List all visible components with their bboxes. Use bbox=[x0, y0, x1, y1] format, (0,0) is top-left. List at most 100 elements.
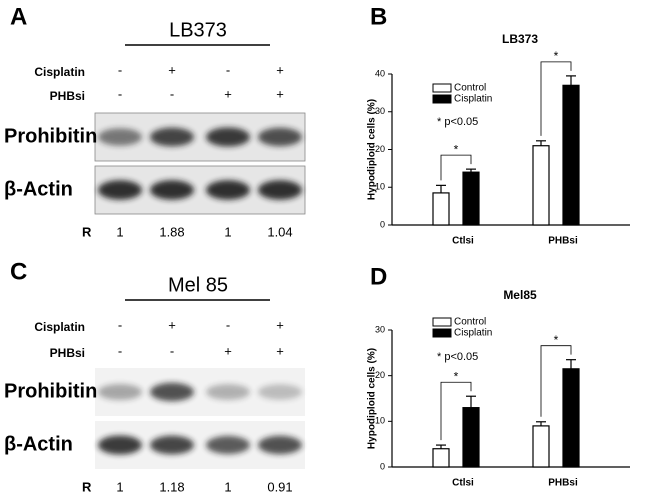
band bbox=[258, 180, 302, 200]
cell-line: LB373 bbox=[169, 19, 227, 41]
treatment-mark: - bbox=[118, 343, 122, 358]
y-tick-label: 30 bbox=[375, 106, 385, 116]
y-tick-label: 20 bbox=[375, 370, 385, 380]
band bbox=[258, 384, 302, 400]
bar bbox=[432, 192, 450, 226]
treatment-mark: - bbox=[170, 343, 174, 358]
y-tick-label: 0 bbox=[380, 219, 385, 229]
cell-line: Mel 85 bbox=[168, 274, 228, 296]
band bbox=[98, 435, 142, 455]
y-tick-label: 30 bbox=[375, 324, 385, 334]
panel-letter: C bbox=[10, 258, 27, 285]
legend-swatch bbox=[432, 317, 452, 327]
bar bbox=[562, 84, 580, 226]
ratio-value: 1 bbox=[224, 224, 231, 239]
band bbox=[150, 382, 194, 402]
band bbox=[98, 180, 142, 200]
ratio-label: R bbox=[82, 224, 92, 239]
ratio-value: 1.88 bbox=[159, 224, 184, 239]
legend-swatch bbox=[432, 94, 452, 104]
significance-bracket bbox=[540, 345, 572, 417]
band bbox=[206, 435, 250, 455]
treatment-mark: + bbox=[276, 317, 284, 332]
ratio-value: 1.04 bbox=[267, 224, 292, 239]
treatment-mark: + bbox=[224, 86, 232, 101]
bar bbox=[532, 145, 550, 226]
significance-bracket bbox=[540, 61, 572, 136]
y-tick-label: 0 bbox=[380, 461, 385, 471]
y-tick-label: 20 bbox=[375, 144, 385, 154]
band bbox=[206, 127, 250, 147]
treatment-mark: + bbox=[168, 317, 176, 332]
treatment-mark: + bbox=[276, 62, 284, 77]
significance-mark: * bbox=[554, 333, 559, 347]
panel-letter: D bbox=[370, 263, 387, 290]
legend-swatch bbox=[432, 83, 452, 93]
ratio-value: 1 bbox=[116, 479, 123, 494]
band bbox=[150, 435, 194, 455]
band bbox=[206, 384, 250, 400]
chart-title: Mel85 bbox=[503, 288, 537, 302]
legend-label: Cisplatin bbox=[454, 328, 492, 339]
treatment-mark: - bbox=[118, 62, 122, 77]
band bbox=[98, 128, 142, 146]
bar bbox=[532, 425, 550, 468]
ratio-value: 1 bbox=[116, 224, 123, 239]
treatment-mark: - bbox=[226, 317, 230, 332]
legend-label: Control bbox=[454, 83, 486, 94]
band-label: Prohibitin bbox=[4, 125, 97, 147]
treatment-mark: - bbox=[118, 317, 122, 332]
band bbox=[98, 383, 142, 401]
x-tick-label: PHBsi bbox=[548, 478, 578, 489]
legend-swatch bbox=[432, 328, 452, 338]
bar bbox=[562, 368, 580, 468]
legend-label: Cisplatin bbox=[454, 94, 492, 105]
legend-label: Control bbox=[454, 317, 486, 328]
band-label: Prohibitin bbox=[4, 380, 97, 402]
treatment-mark: + bbox=[276, 343, 284, 358]
band-label: β-Actin bbox=[4, 178, 73, 200]
y-axis-label: Hypodiploid cells (%) bbox=[367, 99, 378, 200]
treatment-mark: - bbox=[226, 62, 230, 77]
band bbox=[150, 180, 194, 200]
x-tick-label: Ctlsi bbox=[452, 478, 474, 489]
y-tick-label: 40 bbox=[375, 68, 385, 78]
treatment-mark: - bbox=[118, 86, 122, 101]
significance-bracket bbox=[440, 154, 472, 181]
bar bbox=[462, 407, 480, 468]
treatment-mark: + bbox=[224, 343, 232, 358]
x-tick-label: Ctlsi bbox=[452, 236, 474, 247]
treatment-mark: + bbox=[168, 62, 176, 77]
band-label: β-Actin bbox=[4, 433, 73, 455]
x-tick-label: PHBsi bbox=[548, 236, 578, 247]
band bbox=[150, 127, 194, 147]
treatment-label: Cisplatin bbox=[34, 320, 85, 334]
bar bbox=[462, 171, 480, 226]
significance-bracket bbox=[440, 381, 472, 441]
ratio-label: R bbox=[82, 479, 92, 494]
treatment-label: PHBsi bbox=[50, 346, 85, 360]
band bbox=[258, 127, 302, 147]
annotation: * p<0.05 bbox=[437, 116, 478, 128]
ratio-value: 0.91 bbox=[267, 479, 292, 494]
significance-mark: * bbox=[554, 49, 559, 63]
y-tick-label: 10 bbox=[375, 416, 385, 426]
treatment-mark: + bbox=[276, 86, 284, 101]
band bbox=[258, 435, 302, 455]
treatment-label: PHBsi bbox=[50, 89, 85, 103]
treatment-mark: - bbox=[170, 86, 174, 101]
y-axis-label: Hypodiploid cells (%) bbox=[367, 348, 378, 449]
panel-letter: A bbox=[10, 3, 27, 30]
chart-title: LB373 bbox=[502, 32, 538, 46]
treatment-label: Cisplatin bbox=[34, 65, 85, 79]
band bbox=[206, 180, 250, 200]
ratio-value: 1 bbox=[224, 479, 231, 494]
annotation: * p<0.05 bbox=[437, 351, 478, 363]
significance-mark: * bbox=[454, 142, 459, 156]
y-tick-label: 10 bbox=[375, 182, 385, 192]
ratio-value: 1.18 bbox=[159, 479, 184, 494]
bar bbox=[432, 448, 450, 468]
significance-mark: * bbox=[454, 369, 459, 383]
panel-letter: B bbox=[370, 3, 387, 30]
